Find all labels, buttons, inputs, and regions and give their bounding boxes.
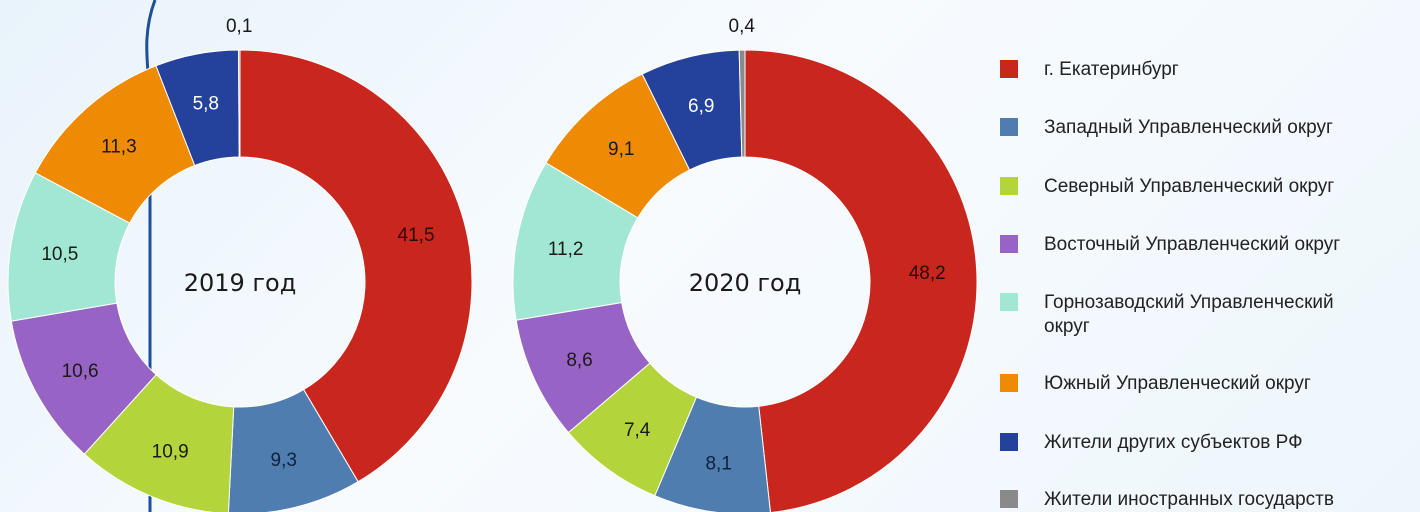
data-label-yuzhny: 9,1 (608, 139, 634, 160)
legend-swatch (1000, 490, 1018, 508)
legend-item-rf-subjects: Жители других субъектов РФ (1000, 431, 1404, 455)
donut-chart-2019: 41,5 9,3 10,9 10,6 10,5 11,3 5,8 0,1 2019 год (7, 16, 473, 512)
legend-swatch (1000, 177, 1018, 195)
legend-label: г. Екатеринбург (1044, 59, 1179, 80)
data-label-ekb: 48,2 (909, 263, 946, 284)
legend-item-ekb: г. Екатеринбург (1000, 58, 1404, 82)
legend-swatch (1000, 293, 1018, 311)
legend-swatch (1000, 433, 1018, 451)
legend-label: Северный Управленческий округ (1044, 176, 1335, 197)
legend-label: Южный Управленческий округ (1044, 373, 1311, 394)
legend-swatch (1000, 118, 1018, 136)
legend-item-foreign: Жители иностранных государств (1000, 488, 1404, 512)
legend-item-yuzhny: Южный Управленческий округ (1000, 372, 1404, 396)
data-label-vostochny: 10,6 (62, 361, 99, 382)
legend-label: Горнозаводский Управленческий округ (1044, 292, 1334, 337)
data-label-yuzhny: 11,3 (101, 136, 137, 157)
legend-label: Жители других субъектов РФ (1044, 432, 1303, 453)
data-label-foreign: 0,1 (226, 16, 252, 37)
data-label-vostochny: 8,6 (566, 350, 592, 371)
data-label-rf-subjects: 5,8 (193, 94, 219, 115)
slice-zapadny (227, 388, 359, 512)
data-label-severny: 10,9 (152, 442, 189, 463)
data-label-rf-subjects: 6,9 (688, 96, 714, 117)
data-label-zapadny: 9,3 (271, 450, 297, 471)
slice-ekb (239, 49, 473, 483)
legend-item-vostochny: Восточный Управленческий округ (1000, 233, 1404, 257)
donut-chart-2020: 48,2 8,1 7,4 8,6 11,2 9,1 6,9 0,4 2020 год (512, 16, 978, 512)
legend: г. Екатеринбург Западный Управленческий … (1000, 0, 1420, 512)
center-label: 2020 год (689, 269, 802, 297)
slice-foreign (738, 49, 746, 158)
legend-swatch (1000, 374, 1018, 392)
legend-label: Жители иностранных государств (1044, 489, 1334, 510)
legend-swatch (1000, 235, 1018, 253)
legend-label: Восточный Управленческий округ (1044, 234, 1341, 255)
data-label-foreign: 0,4 (729, 16, 756, 37)
legend-item-severny: Северный Управленческий округ (1000, 175, 1404, 199)
slice-foreign (238, 49, 241, 158)
data-label-ekb: 41,5 (398, 225, 435, 246)
legend-item-gornozavodsky: Горнозаводский Управленческий округ (1000, 291, 1374, 339)
legend-item-zapadny: Западный Управленческий округ (1000, 116, 1404, 140)
legend-label: Западный Управленческий округ (1044, 117, 1333, 138)
data-label-zapadny: 8,1 (705, 454, 731, 475)
data-label-severny: 7,4 (624, 420, 651, 441)
data-label-gornozavodsky: 10,5 (41, 244, 78, 265)
slice-ekb (744, 49, 978, 512)
legend-swatch (1000, 60, 1018, 78)
data-label-gornozavodsky: 11,2 (548, 239, 584, 260)
center-label: 2019 год (184, 269, 297, 297)
